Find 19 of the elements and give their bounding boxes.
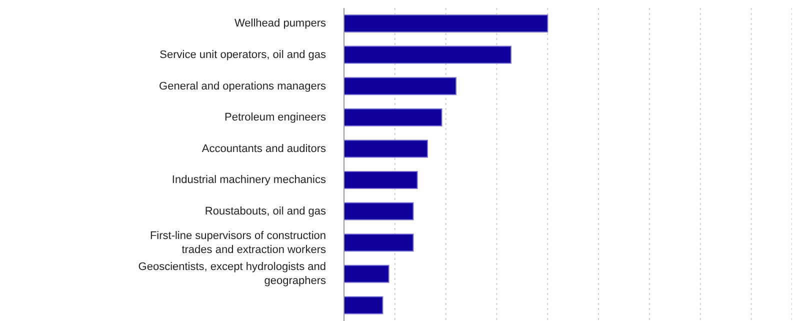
bar [344, 108, 442, 126]
bar [344, 140, 428, 158]
y-tick-label: Geoscientists, except hydrologists and geographers [138, 260, 326, 287]
y-tick-label: Wellhead pumpers [234, 18, 326, 30]
bar [344, 46, 512, 64]
bar [344, 296, 384, 314]
bar [344, 171, 418, 189]
y-tick-label: General and operations managers [159, 80, 326, 92]
bar [344, 202, 414, 220]
y-tick-label: Roustabouts, oil and gas [204, 205, 326, 218]
bar [344, 14, 548, 32]
bar [344, 234, 414, 252]
y-tick-label: Industrial machinery mechanics [172, 174, 326, 186]
y-tick-label: Service unit operators, oil and gas [160, 48, 326, 61]
bar [344, 264, 390, 283]
y-tick-label: Petroleum engineers [224, 111, 326, 124]
y-tick-label: First-line supervisors of construction trades and extraction workers [150, 230, 326, 256]
y-tick-label: Accountants and auditors [202, 142, 326, 155]
bar [344, 77, 456, 96]
